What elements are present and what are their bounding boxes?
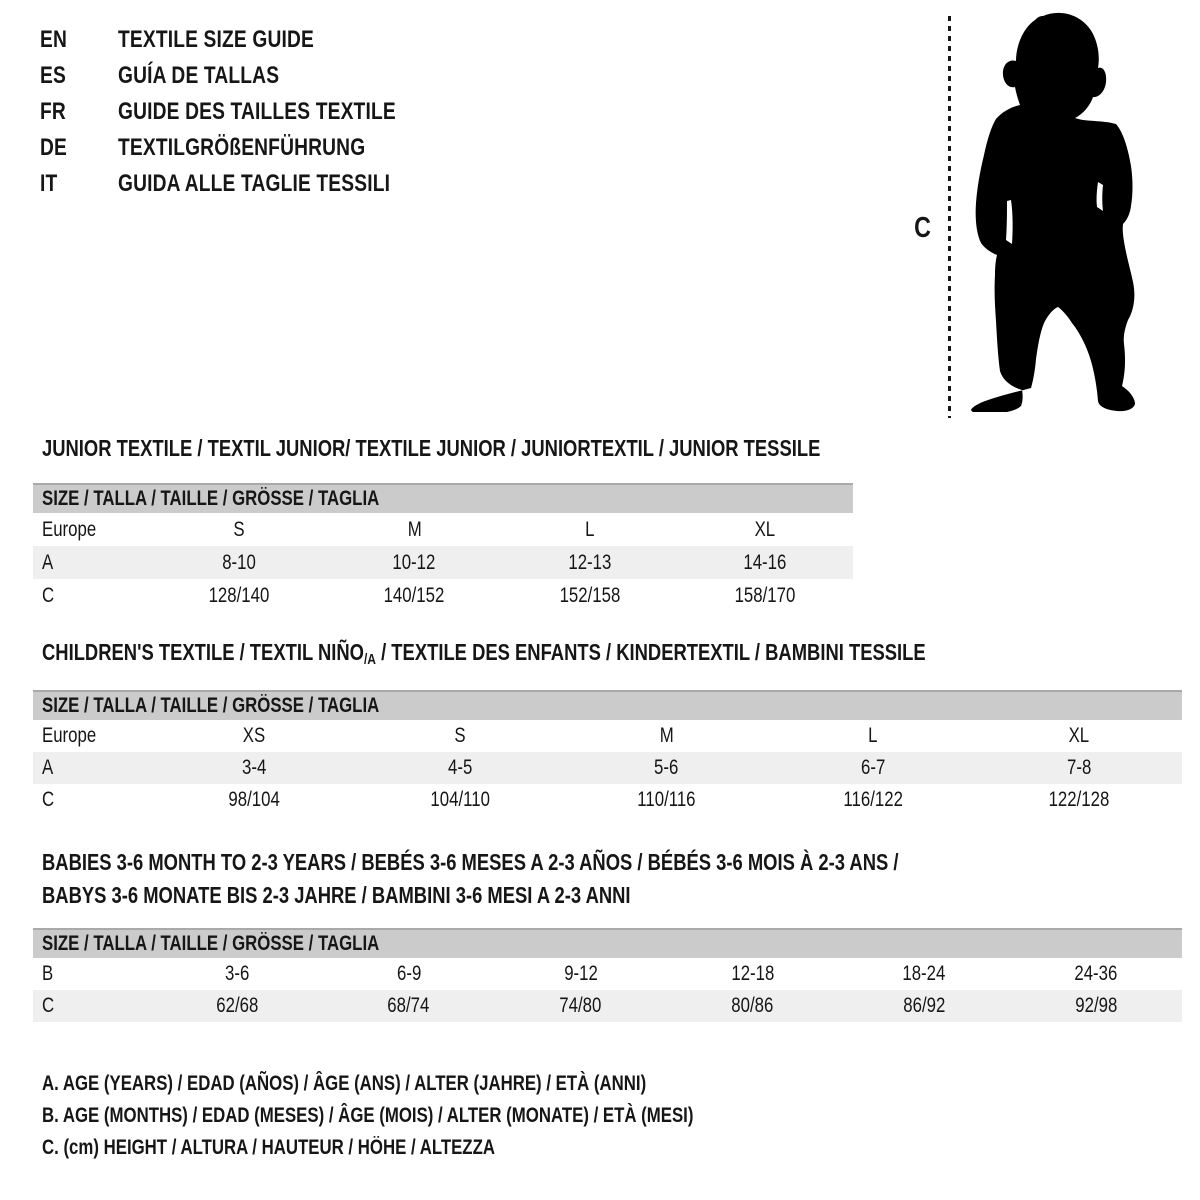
language-row-es: ES GUÍA DE TALLAS: [40, 58, 465, 94]
height-measure-dashed-line: [948, 16, 951, 418]
size-value-cell: 3-6: [224, 962, 250, 985]
size-value-cell: 74/80: [559, 994, 602, 1017]
size-value-cell: L: [868, 724, 878, 747]
size-header-bar: SIZE / TALLA / TAILLE / GRÖSSE / TAGLIA: [33, 483, 853, 513]
babies-section-heading: BABIES 3-6 MONTH TO 2-3 YEARS / BEBÉS 3-…: [42, 849, 899, 908]
table-row-age: A 8-10 10-12 12-13 14-16: [33, 546, 853, 579]
language-title-list: EN TEXTILE SIZE GUIDE ES GUÍA DE TALLAS …: [40, 22, 465, 202]
size-value-cell: 152/158: [559, 583, 621, 607]
row-key-cell: C: [42, 583, 55, 607]
size-value-cell: 122/128: [1048, 788, 1110, 811]
size-value-cell: 6-7: [860, 756, 885, 779]
size-value-cell: 92/98: [1075, 994, 1118, 1017]
size-value-cell: L: [585, 517, 595, 541]
language-row-fr: FR GUIDE DES TAILLES TEXTILE: [40, 94, 465, 130]
size-value-cell: 10-12: [392, 550, 436, 574]
junior-section-heading: JUNIOR TEXTILE / TEXTIL JUNIOR/ TEXTILE …: [42, 435, 821, 461]
language-code: FR: [40, 98, 66, 125]
size-value-cell: 18-24: [902, 962, 946, 985]
guide-title: TEXTILE SIZE GUIDE: [118, 26, 314, 53]
size-value-cell: 158/170: [734, 583, 796, 607]
size-value-cell: 110/116: [637, 788, 696, 811]
guide-title: GUIDA ALLE TAGLIE TESSILI: [118, 170, 391, 197]
size-value-cell: XL: [754, 517, 776, 541]
table-row-height: C 98/104 104/110 110/116 116/122 122/128: [33, 784, 1182, 816]
babies-size-table: SIZE / TALLA / TAILLE / GRÖSSE / TAGLIA …: [33, 928, 1182, 1022]
guide-title: GUIDE DES TAILLES TEXTILE: [118, 98, 396, 125]
size-value-cell: 3-4: [241, 756, 267, 779]
size-value-cell: 12-18: [730, 962, 774, 985]
guide-title: GUÍA DE TALLAS: [118, 62, 280, 89]
language-code: DE: [40, 134, 67, 161]
size-value-cell: 6-9: [396, 962, 421, 985]
table-row-europe: Europe S M L XL: [33, 513, 853, 546]
size-value-cell: 24-36: [1074, 962, 1118, 985]
size-value-cell: 7-8: [1066, 756, 1092, 779]
row-key-cell: A: [42, 756, 54, 779]
row-key-cell: C: [42, 994, 55, 1017]
legend-line-age-months: B. AGE (MONTHS) / EDAD (MESES) / ÂGE (MO…: [42, 1104, 694, 1127]
legend-line-age-years: A. AGE (YEARS) / EDAD (AÑOS) / ÂGE (ANS)…: [42, 1072, 647, 1095]
size-value-cell: 8-10: [221, 550, 256, 574]
heading-subscript: /A: [363, 651, 376, 668]
language-row-de: DE TEXTILGRÖßENFÜHRUNG: [40, 130, 465, 166]
measurement-legend: A. AGE (YEARS) / EDAD (AÑOS) / ÂGE (ANS)…: [42, 1068, 856, 1164]
size-value-cell: M: [407, 517, 422, 541]
row-key-cell: C: [42, 788, 55, 811]
table-row-europe: Europe XS S M L XL: [33, 720, 1182, 752]
size-header-bar: SIZE / TALLA / TAILLE / GRÖSSE / TAGLIA: [33, 690, 1182, 720]
children-section-heading: CHILDREN'S TEXTILE / TEXTIL NIÑO/A / TEX…: [42, 639, 926, 669]
row-key-cell: A: [42, 550, 54, 574]
language-row-it: IT GUIDA ALLE TAGLIE TESSILI: [40, 166, 465, 202]
table-row-age: A 3-4 4-5 5-6 6-7 7-8: [33, 752, 1182, 784]
size-value-cell: 62/68: [215, 994, 258, 1017]
row-key-cell: Europe: [42, 724, 97, 747]
row-key-cell: B: [42, 962, 54, 985]
row-key-cell: Europe: [42, 517, 97, 541]
size-header-bar: SIZE / TALLA / TAILLE / GRÖSSE / TAGLIA: [33, 928, 1182, 958]
size-value-cell: 98/104: [228, 788, 280, 811]
size-value-cell: 104/110: [430, 788, 491, 811]
size-value-cell: S: [454, 724, 466, 747]
toddler-silhouette: [971, 12, 1135, 412]
children-size-table: SIZE / TALLA / TAILLE / GRÖSSE / TAGLIA …: [33, 690, 1182, 816]
size-value-cell: 80/86: [731, 994, 774, 1017]
size-value-cell: XS: [242, 724, 266, 747]
size-value-cell: 12-13: [568, 550, 612, 574]
size-value-cell: 5-6: [654, 756, 679, 779]
size-value-cell: M: [659, 724, 674, 747]
language-code: IT: [40, 170, 58, 197]
size-value-cell: 68/74: [387, 994, 430, 1017]
size-value-cell: 14-16: [743, 550, 787, 574]
language-code: EN: [40, 26, 67, 53]
size-value-cell: S: [233, 517, 245, 541]
table-row-height: C 128/140 140/152 152/158 158/170: [33, 579, 853, 612]
language-row-en: EN TEXTILE SIZE GUIDE: [40, 22, 465, 58]
junior-size-table: SIZE / TALLA / TAILLE / GRÖSSE / TAGLIA …: [33, 483, 853, 612]
size-value-cell: 140/152: [383, 583, 445, 607]
size-value-cell: 86/92: [903, 994, 946, 1017]
size-value-cell: 128/140: [208, 583, 270, 607]
guide-title: TEXTILGRÖßENFÜHRUNG: [118, 134, 366, 161]
table-row-age-months: B 3-6 6-9 9-12 12-18 18-24 24-36: [33, 958, 1182, 990]
size-value-cell: 9-12: [563, 962, 598, 985]
size-value-cell: 4-5: [448, 756, 473, 779]
language-code: ES: [40, 62, 66, 89]
height-measure-label: C: [914, 212, 931, 244]
table-row-height: C 62/68 68/74 74/80 80/86 86/92 92/98: [33, 990, 1182, 1022]
size-value-cell: 116/122: [842, 788, 903, 811]
legend-line-height: C. (cm) HEIGHT / ALTURA / HAUTEUR / HÖHE…: [42, 1136, 495, 1159]
size-value-cell: XL: [1068, 724, 1090, 747]
